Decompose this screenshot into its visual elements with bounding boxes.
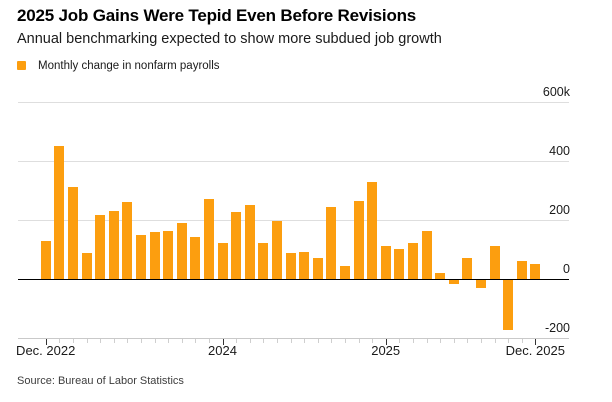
bar-jul-2023 bbox=[135, 234, 146, 280]
bar-nov-2023 bbox=[190, 237, 201, 279]
minor-tick-apr-2025 bbox=[426, 339, 428, 343]
minor-tick-aug-2025 bbox=[480, 339, 482, 343]
minor-tick-jun-2024 bbox=[290, 339, 292, 343]
bar-sep-2024 bbox=[326, 207, 337, 279]
minor-tick-aug-2023 bbox=[154, 339, 156, 343]
major-tick-jan-2024 bbox=[222, 339, 224, 345]
x-axis-label-2025: 2025 bbox=[371, 343, 401, 358]
gridline-400 bbox=[18, 161, 569, 162]
legend-label: Monthly change in nonfarm payrolls bbox=[38, 59, 220, 72]
y-axis-label-600k: 600k bbox=[542, 85, 570, 99]
zero-axis-line bbox=[18, 279, 569, 281]
minor-tick-apr-2024 bbox=[263, 339, 265, 343]
minor-tick-jan-2023 bbox=[59, 339, 61, 343]
bar-oct-2025 bbox=[503, 280, 514, 330]
minor-tick-feb-2025 bbox=[399, 339, 401, 343]
minor-tick-may-2024 bbox=[276, 339, 278, 343]
gridline-600k bbox=[18, 102, 569, 103]
minor-tick-nov-2023 bbox=[195, 339, 197, 343]
y-axis-label--200: -200 bbox=[544, 321, 570, 335]
chart-subtitle: Annual benchmarking expected to show mor… bbox=[17, 31, 442, 47]
bar-jul-2025 bbox=[462, 257, 473, 279]
x-axis-label-dec-2022: Dec. 2022 bbox=[16, 343, 76, 358]
bar-jan-2024 bbox=[217, 243, 228, 279]
y-axis-label-400: 400 bbox=[549, 144, 570, 158]
bar-dec-2022 bbox=[40, 240, 51, 279]
minor-tick-feb-2023 bbox=[72, 339, 74, 343]
minor-tick-jun-2023 bbox=[127, 339, 129, 343]
bar-may-2023 bbox=[108, 210, 119, 279]
minor-tick-may-2025 bbox=[440, 339, 442, 343]
bar-dec-2025 bbox=[530, 263, 541, 279]
y-axis-label-200: 200 bbox=[549, 203, 570, 217]
bar-nov-2025 bbox=[516, 261, 527, 279]
bar-mar-2023 bbox=[81, 253, 92, 279]
bar-apr-2024 bbox=[258, 243, 269, 279]
major-tick-jan-2025 bbox=[385, 339, 387, 345]
minor-tick-sep-2023 bbox=[168, 339, 170, 343]
bar-feb-2024 bbox=[231, 212, 242, 279]
minor-tick-mar-2024 bbox=[249, 339, 251, 343]
major-tick-dec-2022 bbox=[45, 339, 47, 345]
minor-tick-mar-2023 bbox=[86, 339, 88, 343]
minor-tick-apr-2023 bbox=[100, 339, 102, 343]
bar-mar-2025 bbox=[407, 243, 418, 279]
bar-nov-2024 bbox=[353, 201, 364, 279]
source-note: Source: Bureau of Labor Statistics bbox=[17, 375, 184, 387]
bar-feb-2023 bbox=[67, 187, 78, 279]
minor-tick-sep-2025 bbox=[494, 339, 496, 343]
minor-tick-mar-2025 bbox=[412, 339, 414, 343]
minor-tick-sep-2024 bbox=[331, 339, 333, 343]
legend: Monthly change in nonfarm payrolls bbox=[17, 59, 220, 72]
bar-chart-plot bbox=[18, 102, 569, 345]
gridline-200 bbox=[18, 220, 569, 221]
minor-tick-oct-2023 bbox=[181, 339, 183, 343]
bar-aug-2024 bbox=[312, 258, 323, 279]
bar-oct-2023 bbox=[176, 222, 187, 279]
major-tick-dec-2025 bbox=[535, 339, 537, 345]
bar-feb-2025 bbox=[394, 248, 405, 279]
minor-tick-jun-2025 bbox=[453, 339, 455, 343]
minor-tick-jul-2023 bbox=[140, 339, 142, 343]
y-axis-label-0: 0 bbox=[563, 262, 570, 276]
minor-tick-feb-2024 bbox=[236, 339, 238, 343]
bar-jan-2025 bbox=[380, 245, 391, 279]
minor-tick-oct-2024 bbox=[344, 339, 346, 343]
minor-tick-may-2023 bbox=[113, 339, 115, 343]
bar-aug-2025 bbox=[475, 280, 486, 288]
bar-apr-2025 bbox=[421, 231, 432, 279]
minor-tick-aug-2024 bbox=[317, 339, 319, 343]
bar-dec-2024 bbox=[367, 182, 378, 279]
minor-tick-dec-2023 bbox=[208, 339, 210, 343]
x-axis-label-dec-2025: Dec. 2025 bbox=[505, 343, 565, 358]
minor-tick-dec-2024 bbox=[372, 339, 374, 343]
bar-dec-2023 bbox=[203, 199, 214, 279]
bar-mar-2024 bbox=[244, 205, 255, 280]
chart-title: 2025 Job Gains Were Tepid Even Before Re… bbox=[17, 6, 417, 25]
bar-jan-2023 bbox=[54, 146, 65, 280]
minor-tick-jul-2025 bbox=[467, 339, 469, 343]
bar-jun-2024 bbox=[285, 253, 296, 279]
bar-jun-2025 bbox=[448, 280, 459, 284]
bar-oct-2024 bbox=[339, 265, 350, 279]
x-axis-label-2024: 2024 bbox=[208, 343, 237, 358]
bar-sep-2025 bbox=[489, 246, 500, 279]
minor-tick-nov-2024 bbox=[358, 339, 360, 343]
minor-tick-nov-2025 bbox=[521, 339, 523, 343]
bar-jun-2023 bbox=[122, 202, 133, 279]
minor-tick-oct-2025 bbox=[508, 339, 510, 343]
bar-sep-2023 bbox=[163, 231, 174, 279]
bar-apr-2023 bbox=[95, 214, 106, 279]
bar-aug-2023 bbox=[149, 232, 160, 279]
bar-may-2025 bbox=[435, 273, 446, 279]
minor-tick-jul-2024 bbox=[304, 339, 306, 343]
bar-may-2024 bbox=[271, 221, 282, 279]
bar-jul-2024 bbox=[299, 252, 310, 279]
x-axis-line bbox=[18, 338, 569, 339]
legend-swatch-icon bbox=[17, 61, 26, 70]
